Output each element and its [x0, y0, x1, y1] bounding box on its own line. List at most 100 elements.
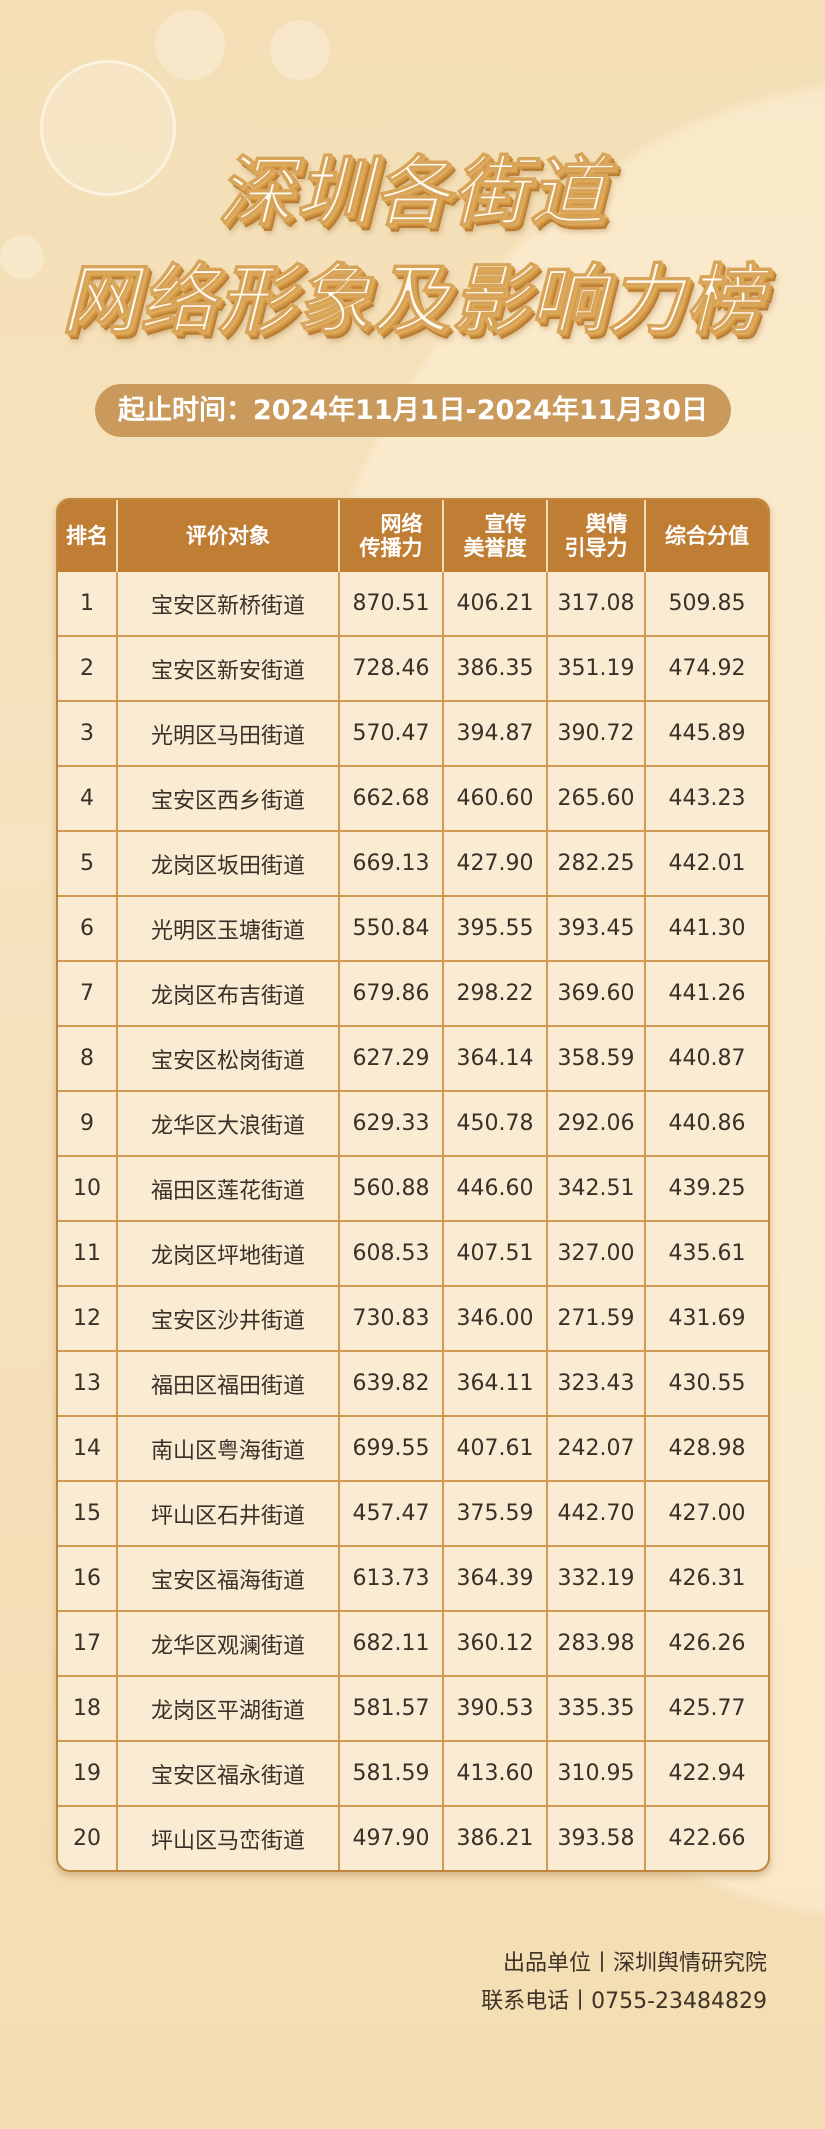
guidance-cell: 242.07 — [547, 1415, 646, 1481]
street-cell: 龙岗区平湖街道 — [117, 1675, 340, 1741]
guidance-cell: 390.72 — [547, 700, 646, 766]
total-score-cell: 445.89 — [645, 700, 768, 766]
reputation-cell: 406.21 — [443, 572, 548, 636]
reputation-cell: 460.60 — [443, 765, 548, 831]
guidance-cell: 310.95 — [547, 1740, 646, 1806]
cloud-download-icon — [155, 10, 225, 80]
spread-cell: 662.68 — [339, 765, 444, 831]
street-cell: 龙岗区坂田街道 — [117, 830, 340, 896]
column-header-text: 评价对象 — [186, 524, 270, 548]
rank-cell: 1 — [58, 572, 118, 636]
guidance-cell: 369.60 — [547, 960, 646, 1026]
reputation-cell: 364.14 — [443, 1025, 548, 1091]
total-score-cell: 474.92 — [645, 635, 768, 701]
total-score-cell: 422.94 — [645, 1740, 768, 1806]
street-cell: 福田区莲花街道 — [117, 1155, 340, 1221]
table-row: 1 宝安区新桥街道 870.51 406.21 317.08 509.85 — [58, 572, 768, 636]
spread-cell: 730.83 — [339, 1285, 444, 1351]
total-score-cell: 441.30 — [645, 895, 768, 961]
street-cell: 宝安区福海街道 — [117, 1545, 340, 1611]
reputation-cell: 427.90 — [443, 830, 548, 896]
cloud-icon — [270, 20, 330, 80]
column-header-text: 排名 — [66, 524, 108, 548]
table-row: 14 南山区粤海街道 699.55 407.61 242.07 428.98 — [58, 1415, 768, 1481]
guidance-cell: 358.59 — [547, 1025, 646, 1091]
spread-cell: 669.13 — [339, 830, 444, 896]
guidance-cell: 342.51 — [547, 1155, 646, 1221]
rank-cell: 14 — [58, 1415, 118, 1481]
table-row: 7 龙岗区布吉街道 679.86 298.22 369.60 441.26 — [58, 960, 768, 1026]
column-header: 网络传播力 — [339, 500, 444, 572]
total-score-cell: 426.26 — [645, 1610, 768, 1676]
table-header-row: 排名 评价对象 网络传播力 宣传美誉度 舆情引导力 综合分值 — [58, 500, 768, 572]
table-row: 13 福田区福田街道 639.82 364.11 323.43 430.55 — [58, 1350, 768, 1416]
rank-cell: 15 — [58, 1480, 118, 1546]
table-row: 3 光明区马田街道 570.47 394.87 390.72 445.89 — [58, 700, 768, 766]
spread-cell: 679.86 — [339, 960, 444, 1026]
title-line-1: 深圳各街道 — [217, 147, 608, 237]
guidance-cell: 332.19 — [547, 1545, 646, 1611]
guidance-cell: 317.08 — [547, 572, 646, 636]
rank-cell: 10 — [58, 1155, 118, 1221]
spread-cell: 728.46 — [339, 635, 444, 701]
table-row: 11 龙岗区坪地街道 608.53 407.51 327.00 435.61 — [58, 1220, 768, 1286]
total-score-cell: 427.00 — [645, 1480, 768, 1546]
street-cell: 宝安区新桥街道 — [117, 572, 340, 636]
spread-cell: 457.47 — [339, 1480, 444, 1546]
street-cell: 光明区玉塘街道 — [117, 895, 340, 961]
street-cell: 龙岗区布吉街道 — [117, 960, 340, 1026]
reputation-cell: 364.39 — [443, 1545, 548, 1611]
spread-cell: 581.57 — [339, 1675, 444, 1741]
rank-cell: 5 — [58, 830, 118, 896]
guidance-cell: 327.00 — [547, 1220, 646, 1286]
table-row: 4 宝安区西乡街道 662.68 460.60 265.60 443.23 — [58, 765, 768, 831]
rank-cell: 8 — [58, 1025, 118, 1091]
reputation-cell: 395.55 — [443, 895, 548, 961]
guidance-cell: 265.60 — [547, 765, 646, 831]
rank-cell: 16 — [58, 1545, 118, 1611]
table-row: 16 宝安区福海街道 613.73 364.39 332.19 426.31 — [58, 1545, 768, 1611]
column-header-text: 宣传美誉度 — [463, 512, 527, 560]
spread-cell: 639.82 — [339, 1350, 444, 1416]
spread-cell: 613.73 — [339, 1545, 444, 1611]
street-cell: 龙岗区坪地街道 — [117, 1220, 340, 1286]
guidance-cell: 335.35 — [547, 1675, 646, 1741]
rank-cell: 2 — [58, 635, 118, 701]
guidance-cell: 442.70 — [547, 1480, 646, 1546]
column-header-text: 舆情引导力 — [564, 512, 628, 560]
reputation-cell: 390.53 — [443, 1675, 548, 1741]
column-header: 舆情引导力 — [547, 500, 646, 572]
date-range-pill: 起止时间：2024年11月1日-2024年11月30日 — [95, 384, 731, 437]
reputation-cell: 375.59 — [443, 1480, 548, 1546]
spread-cell: 581.59 — [339, 1740, 444, 1806]
street-cell: 宝安区福永街道 — [117, 1740, 340, 1806]
spread-cell: 608.53 — [339, 1220, 444, 1286]
spread-cell: 870.51 — [339, 572, 444, 636]
total-score-cell: 430.55 — [645, 1350, 768, 1416]
reputation-cell: 346.00 — [443, 1285, 548, 1351]
reputation-cell: 364.11 — [443, 1350, 548, 1416]
guidance-cell: 292.06 — [547, 1090, 646, 1156]
guidance-cell: 393.45 — [547, 895, 646, 961]
title-line-2: 网络形象及影响力榜 — [61, 255, 764, 345]
street-cell: 宝安区松岗街道 — [117, 1025, 340, 1091]
total-score-cell: 443.23 — [645, 765, 768, 831]
rank-cell: 17 — [58, 1610, 118, 1676]
guidance-cell: 283.98 — [547, 1610, 646, 1676]
street-cell: 宝安区新安街道 — [117, 635, 340, 701]
producer-text: 出品单位丨深圳舆情研究院 — [502, 1951, 767, 1976]
column-header-text: 网络传播力 — [359, 512, 423, 560]
table-row: 8 宝安区松岗街道 627.29 364.14 358.59 440.87 — [58, 1025, 768, 1091]
table-row: 19 宝安区福永街道 581.59 413.60 310.95 422.94 — [58, 1740, 768, 1806]
rank-cell: 20 — [58, 1805, 118, 1870]
total-score-cell: 426.31 — [645, 1545, 768, 1611]
guidance-cell: 282.25 — [547, 830, 646, 896]
total-score-cell: 428.98 — [645, 1415, 768, 1481]
spread-cell: 550.84 — [339, 895, 444, 961]
reputation-cell: 446.60 — [443, 1155, 548, 1221]
reputation-cell: 407.61 — [443, 1415, 548, 1481]
total-score-cell: 431.69 — [645, 1285, 768, 1351]
street-cell: 南山区粤海街道 — [117, 1415, 340, 1481]
total-score-cell: 425.77 — [645, 1675, 768, 1741]
street-cell: 福田区福田街道 — [117, 1350, 340, 1416]
